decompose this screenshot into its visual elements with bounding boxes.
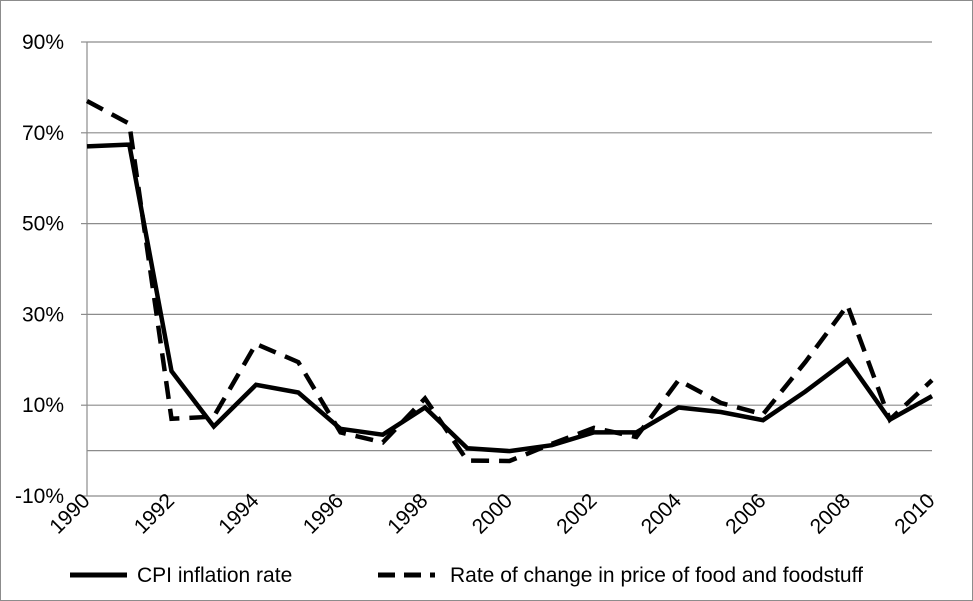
gridlines: [87, 41, 932, 497]
y-tick-label: 50%: [22, 213, 64, 236]
x-tick-label: 2000: [468, 489, 517, 538]
series-layer: [85, 99, 934, 464]
x-tick-label: 2006: [721, 489, 770, 538]
y-tick-label: 30%: [22, 303, 64, 326]
x-tick-label: 2002: [552, 489, 601, 538]
y-tick-label: -10%: [15, 485, 64, 508]
x-tick-label: 1992: [130, 489, 179, 538]
x-tick-label: 1998: [383, 489, 432, 538]
legend-label-food: Rate of change in price of food and food…: [450, 564, 863, 587]
y-axis: -10% 10% 30% 50% 70% 90%: [15, 31, 88, 508]
legend: CPI inflation rate Rate of change in pri…: [70, 564, 863, 587]
legend-label-cpi: CPI inflation rate: [137, 564, 292, 587]
y-tick-label: 90%: [22, 31, 64, 54]
x-tick-label: 1996: [299, 489, 348, 538]
x-tick-label: 2010: [890, 489, 939, 538]
series-line-food-price: [85, 99, 934, 464]
y-tick-label: 70%: [22, 122, 64, 145]
series-line-cpi: [86, 142, 934, 454]
x-tick-label: 2008: [806, 489, 855, 538]
y-tick-label: 10%: [22, 394, 64, 417]
